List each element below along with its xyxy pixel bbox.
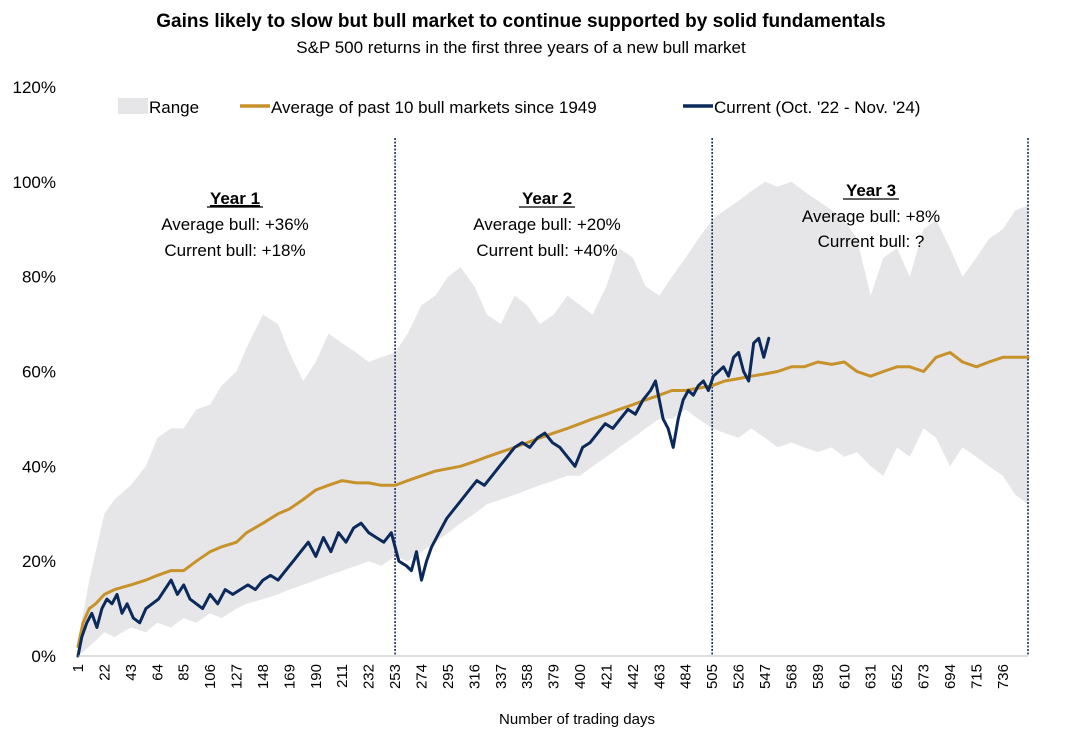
year-1-annotation: Year 1 Average bull: +36% Current bull: … [161,189,309,260]
x-tick-label: 274 [414,664,431,689]
y-tick-label: 120% [13,78,56,97]
x-tick-label: 211 [334,664,351,688]
x-tick-label: 694 [942,664,959,689]
year-2-current: Current bull: +40% [476,241,617,260]
x-tick-label: 547 [757,664,774,689]
x-tick-label: 484 [678,664,695,689]
legend-range-label: Range [149,98,199,117]
range-band [78,181,1028,657]
x-axis-title: Number of trading days [499,711,655,728]
year-3-average: Average bull: +8% [802,207,940,226]
x-tick-label: 568 [783,664,800,689]
x-tick-label: 673 [916,664,933,689]
x-tick-label: 295 [440,664,457,689]
x-tick-label: 400 [572,664,589,689]
x-tick-label: 589 [810,664,827,689]
legend-average-label: Average of past 10 bull markets since 19… [271,98,597,117]
x-tick-label: 421 [599,664,616,689]
chart-subtitle: S&P 500 returns in the first three years… [296,38,746,57]
x-tick-label: 85 [176,664,193,681]
x-tick-label: 652 [889,664,906,689]
year-1-current: Current bull: +18% [164,241,305,260]
x-tick-label: 358 [519,664,536,689]
year-2-annotation: Year 2 Average bull: +20% Current bull: … [473,189,621,260]
x-tick-label: 463 [651,664,668,689]
x-tick-label: 505 [704,664,721,689]
x-tick-label: 106 [202,664,219,689]
legend: Range Average of past 10 bull markets si… [118,98,920,117]
year-2-title: Year 2 [522,189,572,208]
year-2-average: Average bull: +20% [473,215,621,234]
x-tick-label: 337 [493,664,510,689]
year-1-average: Average bull: +36% [161,215,309,234]
x-tick-label: 736 [995,664,1012,689]
year-3-title: Year 3 [846,181,896,200]
x-tick-label: 715 [968,664,985,689]
y-tick-label: 100% [13,173,56,192]
x-tick-label: 148 [255,664,272,689]
x-tick-label: 190 [308,664,325,689]
year-3-current: Current bull: ? [818,232,925,251]
x-tick-label: 127 [229,664,246,689]
y-tick-label: 0% [31,647,56,666]
x-tick-label: 43 [123,664,140,681]
legend-current-label: Current (Oct. '22 - Nov. '24) [714,98,920,117]
legend-range-swatch [118,98,148,114]
current-series-line [76,336,771,658]
y-tick-label: 20% [22,552,56,571]
x-tick-label: 379 [546,664,563,689]
x-tick-label: 253 [387,664,404,689]
x-tick-label: 64 [149,664,166,681]
y-tick-label: 60% [22,363,56,382]
y-tick-label: 80% [22,268,56,287]
y-tick-label: 40% [22,457,56,476]
chart-title: Gains likely to slow but bull market to … [156,11,885,32]
x-tick-label: 316 [466,664,483,689]
x-tick-label: 169 [281,664,298,689]
year-annotations: Year 1 Average bull: +36% Current bull: … [161,181,940,260]
x-tick-label: 232 [361,664,378,689]
x-tick-label: 526 [731,664,748,689]
x-tick-label: 442 [625,664,642,689]
x-tick-label: 631 [863,664,880,689]
year-1-title: Year 1 [210,189,260,208]
x-tick-label: 1 [70,664,87,672]
x-tick-label: 22 [96,664,113,681]
x-tick-label: 610 [836,664,853,689]
year-3-annotation: Year 3 Average bull: +8% Current bull: ? [802,181,940,251]
